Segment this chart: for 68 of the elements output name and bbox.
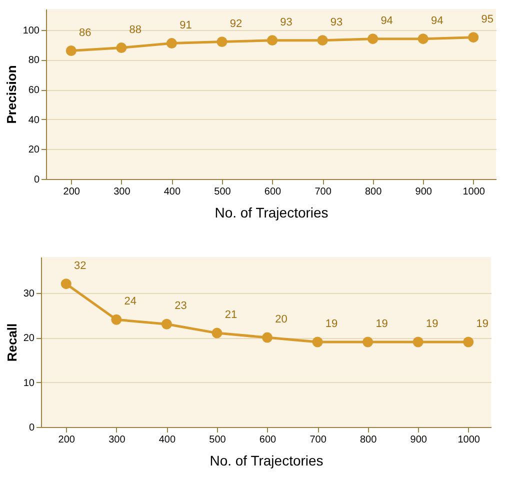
x-tick-label: 300 [114, 186, 131, 198]
data-label: 19 [426, 318, 438, 330]
x-tick-label: 200 [63, 186, 80, 198]
point [412, 336, 424, 348]
y-tick-label: 20 [23, 333, 35, 344]
x-tick-label: 400 [158, 434, 176, 446]
data-label: 23 [174, 300, 187, 312]
point [116, 42, 127, 54]
point [161, 318, 172, 330]
point [262, 332, 272, 343]
x-tick-label: 600 [264, 186, 282, 198]
y-axis-title: Precision [4, 65, 19, 124]
point [212, 328, 222, 338]
y-tick-label: 0 [28, 422, 35, 434]
data-label: 86 [79, 26, 92, 39]
point [312, 336, 323, 348]
x-tick-label: 800 [360, 434, 378, 446]
data-label: 94 [430, 14, 444, 27]
data-label: 19 [476, 318, 488, 330]
data-label: 20 [275, 314, 288, 326]
data-label: 93 [280, 16, 292, 28]
data-label: 91 [180, 19, 192, 32]
point [60, 278, 72, 290]
data-label: 95 [481, 13, 494, 26]
x-tick-label: 900 [410, 434, 428, 446]
data-label: 93 [330, 16, 343, 28]
x-tick-label: 900 [415, 186, 432, 198]
x-tick-label: 1000 [458, 434, 480, 446]
y-axis-title: Recall [4, 323, 20, 362]
x-tick-label: 600 [259, 434, 277, 446]
point [368, 34, 378, 44]
y-tick-label: 20 [28, 144, 40, 156]
data-label: 32 [74, 260, 86, 272]
data-label: 21 [224, 309, 238, 322]
x-axis-title: No. of Trajectories [214, 204, 328, 220]
x-tick-label: 800 [364, 186, 382, 198]
x-tick-label: 300 [108, 434, 126, 446]
data-label: 88 [129, 24, 142, 36]
point [463, 336, 474, 348]
x-tick-label: 700 [310, 434, 327, 446]
point [362, 336, 374, 348]
point [418, 34, 428, 44]
x-tick-label: 1000 [462, 186, 486, 198]
point [216, 36, 228, 48]
point [317, 35, 328, 46]
x-tick-label: 500 [214, 186, 232, 198]
x-tick-label: 500 [209, 434, 226, 446]
data-label: 94 [380, 14, 393, 27]
y-tick-label: 30 [23, 288, 35, 300]
x-tick-label: 700 [314, 186, 332, 198]
point [267, 35, 278, 46]
y-tick-label: 80 [28, 55, 40, 66]
y-tick-label: 100 [22, 25, 40, 36]
point [166, 38, 177, 49]
x-tick-label: 200 [58, 434, 76, 446]
point [111, 314, 122, 325]
data-label: 19 [325, 318, 338, 330]
y-tick-label: 60 [28, 85, 40, 96]
x-axis-title: No. of Trajectories [210, 452, 324, 468]
point [66, 46, 76, 56]
data-label: 19 [376, 318, 388, 330]
point [468, 32, 479, 43]
data-label: 92 [230, 18, 242, 30]
y-tick-label: 0 [34, 174, 40, 186]
y-tick-label: 40 [28, 114, 40, 126]
data-label: 24 [124, 296, 137, 308]
y-tick-label: 10 [23, 378, 35, 389]
x-tick-label: 400 [164, 186, 181, 198]
